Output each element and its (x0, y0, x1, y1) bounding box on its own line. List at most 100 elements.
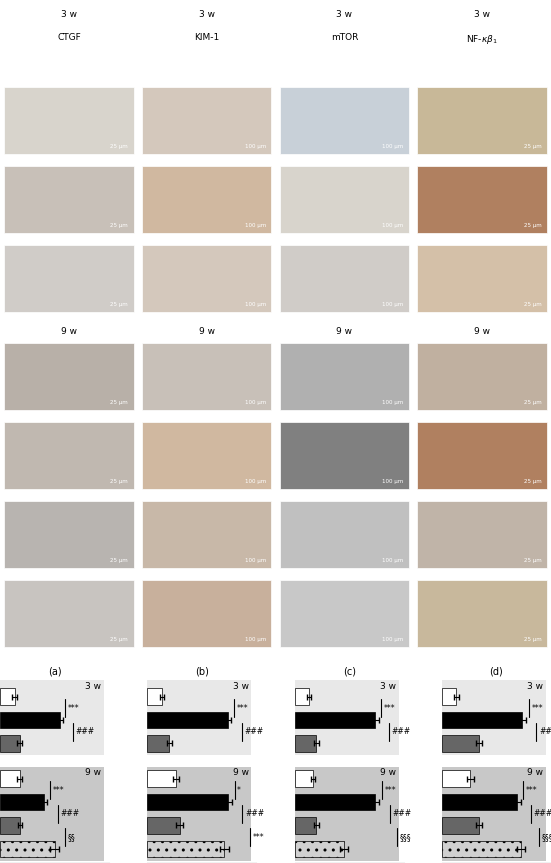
Bar (0, 735, 20, 752)
Text: 9 w: 9 w (474, 327, 490, 337)
FancyBboxPatch shape (418, 87, 547, 154)
FancyBboxPatch shape (4, 422, 133, 489)
FancyBboxPatch shape (4, 245, 133, 312)
Text: 9 w: 9 w (198, 327, 215, 337)
Bar (295, 712, 375, 728)
FancyBboxPatch shape (142, 245, 271, 312)
Text: CTGF: CTGF (57, 33, 81, 41)
Text: 9 w: 9 w (61, 327, 77, 337)
Bar (0, 841, 55, 857)
Bar (147, 817, 180, 834)
Text: 3 w: 3 w (380, 683, 396, 691)
Text: 9 w: 9 w (233, 768, 249, 777)
Text: ###: ### (245, 728, 263, 736)
FancyBboxPatch shape (4, 501, 133, 568)
Text: ***: *** (526, 786, 538, 795)
Text: 100 μm: 100 μm (245, 302, 266, 306)
Text: ###: ### (392, 809, 412, 818)
FancyBboxPatch shape (142, 87, 271, 154)
Text: 100 μm: 100 μm (245, 400, 266, 406)
Text: ###: ### (245, 809, 264, 818)
Text: 100 μm: 100 μm (245, 144, 266, 149)
FancyBboxPatch shape (142, 501, 271, 568)
Text: 25 μm: 25 μm (523, 144, 541, 149)
Text: 100 μm: 100 μm (382, 637, 403, 641)
Text: 3 w: 3 w (85, 683, 101, 691)
Text: 3 w: 3 w (198, 9, 215, 19)
Text: 25 μm: 25 μm (110, 479, 128, 484)
Text: 100 μm: 100 μm (245, 479, 266, 484)
Bar (442, 771, 471, 787)
FancyBboxPatch shape (142, 167, 271, 233)
Text: ***: *** (384, 703, 396, 713)
Bar (0, 794, 44, 810)
FancyBboxPatch shape (147, 680, 251, 755)
FancyBboxPatch shape (442, 680, 546, 755)
Text: 25 μm: 25 μm (523, 637, 541, 641)
FancyBboxPatch shape (0, 680, 104, 755)
Text: 100 μm: 100 μm (245, 557, 266, 563)
FancyBboxPatch shape (418, 501, 547, 568)
Title: (c): (c) (343, 667, 355, 677)
Bar (442, 841, 521, 857)
Bar (442, 817, 479, 834)
FancyBboxPatch shape (279, 87, 409, 154)
Text: §§§: §§§ (542, 833, 551, 841)
FancyBboxPatch shape (279, 501, 409, 568)
Text: 3 w: 3 w (61, 9, 77, 19)
Text: ###: ### (60, 809, 79, 818)
Text: 25 μm: 25 μm (110, 223, 128, 228)
FancyBboxPatch shape (4, 87, 133, 154)
Text: 25 μm: 25 μm (110, 637, 128, 641)
Text: 25 μm: 25 μm (110, 557, 128, 563)
FancyBboxPatch shape (0, 767, 104, 860)
Text: 25 μm: 25 μm (523, 223, 541, 228)
FancyBboxPatch shape (142, 580, 271, 647)
Text: NF-$\kappa\beta_1$: NF-$\kappa\beta_1$ (466, 33, 498, 46)
Bar (147, 689, 162, 705)
Text: 100 μm: 100 μm (382, 557, 403, 563)
Bar (295, 735, 316, 752)
Bar (442, 794, 517, 810)
Text: 100 μm: 100 μm (382, 302, 403, 306)
FancyBboxPatch shape (147, 767, 251, 860)
Text: §§§: §§§ (400, 833, 412, 841)
Text: ###: ### (534, 809, 551, 818)
Text: 25 μm: 25 μm (110, 400, 128, 406)
Text: 9 w: 9 w (527, 768, 543, 777)
FancyBboxPatch shape (295, 680, 398, 755)
FancyBboxPatch shape (4, 580, 133, 647)
Text: ***: *** (385, 786, 396, 795)
Text: ***: *** (68, 703, 80, 713)
FancyBboxPatch shape (279, 580, 409, 647)
Text: 100 μm: 100 μm (382, 400, 403, 406)
Bar (147, 712, 228, 728)
Text: 100 μm: 100 μm (245, 637, 266, 641)
Bar (295, 794, 375, 810)
FancyBboxPatch shape (418, 580, 547, 647)
Bar (147, 771, 176, 787)
Text: mTOR: mTOR (331, 33, 358, 41)
FancyBboxPatch shape (279, 422, 409, 489)
Bar (0, 771, 20, 787)
Text: *: * (237, 786, 241, 795)
FancyBboxPatch shape (418, 422, 547, 489)
Title: (d): (d) (490, 667, 503, 677)
Text: ###: ### (539, 728, 551, 736)
FancyBboxPatch shape (4, 167, 133, 233)
FancyBboxPatch shape (418, 245, 547, 312)
Text: 3 w: 3 w (527, 683, 543, 691)
FancyBboxPatch shape (442, 767, 546, 860)
Text: 25 μm: 25 μm (523, 302, 541, 306)
FancyBboxPatch shape (279, 343, 409, 411)
Bar (0, 817, 20, 834)
Bar (0, 689, 14, 705)
FancyBboxPatch shape (279, 167, 409, 233)
FancyBboxPatch shape (142, 422, 271, 489)
FancyBboxPatch shape (142, 343, 271, 411)
Text: 25 μm: 25 μm (523, 400, 541, 406)
Title: (b): (b) (195, 667, 209, 677)
Title: (a): (a) (48, 667, 61, 677)
Bar (295, 841, 344, 857)
FancyBboxPatch shape (295, 767, 398, 860)
